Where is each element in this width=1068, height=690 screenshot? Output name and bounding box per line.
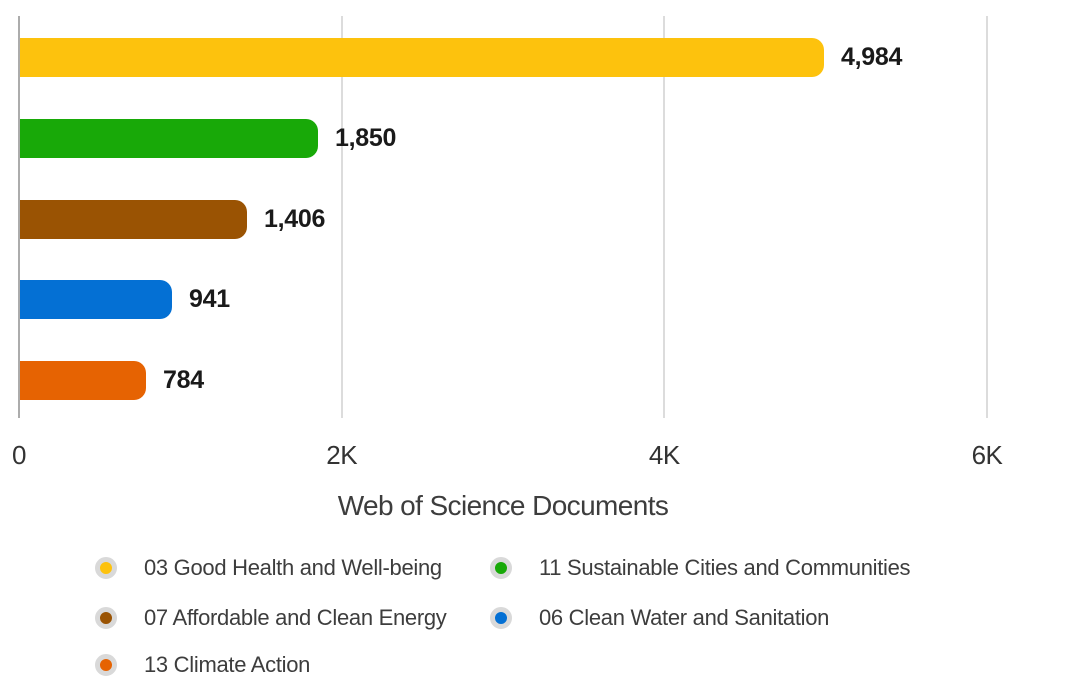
bar-11-sustainable-cities-and-communities[interactable] <box>20 119 318 158</box>
legend-swatch-13-climate-action <box>95 654 117 676</box>
x-tick-4k: 4K <box>648 440 680 470</box>
legend-swatch-03-good-health-and-well-being <box>95 557 117 579</box>
legend: 03 Good Health and Well-being 11 Sustaina… <box>0 536 1068 690</box>
bar-07-affordable-and-clean-energy[interactable] <box>20 200 247 239</box>
x-tick-2k: 2K <box>326 440 358 470</box>
legend-swatch-11-sustainable-cities-and-communities <box>490 557 512 579</box>
gridline-6k <box>986 16 988 418</box>
legend-swatch-06-clean-water-and-sanitation <box>490 607 512 629</box>
x-tick-6k: 6K <box>971 440 1003 470</box>
value-label-11-sustainable-cities-and-communities: 1,850 <box>335 124 397 152</box>
legend-item-06-clean-water-and-sanitation[interactable]: 06 Clean Water and Sanitation <box>490 602 829 634</box>
value-label-13-climate-action: 784 <box>163 366 204 394</box>
legend-item-13-climate-action[interactable]: 13 Climate Action <box>95 649 310 681</box>
x-axis-title: Web of Science Documents <box>337 490 669 521</box>
plot-area: 4,984 1,850 1,406 941 784 <box>18 16 988 418</box>
legend-item-07-affordable-and-clean-energy[interactable]: 07 Affordable and Clean Energy <box>95 602 447 634</box>
legend-item-03-good-health-and-well-being[interactable]: 03 Good Health and Well-being <box>95 552 442 584</box>
legend-item-11-sustainable-cities-and-communities[interactable]: 11 Sustainable Cities and Communities <box>490 552 911 584</box>
legend-label-11-sustainable-cities-and-communities: 11 Sustainable Cities and Communities <box>539 555 911 580</box>
legend-label-03-good-health-and-well-being: 03 Good Health and Well-being <box>144 555 442 580</box>
legend-label-13-climate-action: 13 Climate Action <box>144 652 311 677</box>
legend-label-07-affordable-and-clean-energy: 07 Affordable and Clean Energy <box>144 605 447 630</box>
bar-03-good-health-and-well-being[interactable] <box>20 38 824 77</box>
value-label-06-clean-water-and-sanitation: 941 <box>189 285 230 313</box>
value-label-07-affordable-and-clean-energy: 1,406 <box>264 205 326 233</box>
value-label-03-good-health-and-well-being: 4,984 <box>841 43 903 71</box>
gridline-4k <box>663 16 665 418</box>
y-axis-line <box>18 16 20 418</box>
legend-swatch-07-affordable-and-clean-energy <box>95 607 117 629</box>
gridline-2k <box>341 16 343 418</box>
bar-06-clean-water-and-sanitation[interactable] <box>20 280 172 319</box>
bar-13-climate-action[interactable] <box>20 361 146 400</box>
x-tick-0: 0 <box>12 440 26 470</box>
legend-label-06-clean-water-and-sanitation: 06 Clean Water and Sanitation <box>539 605 830 630</box>
